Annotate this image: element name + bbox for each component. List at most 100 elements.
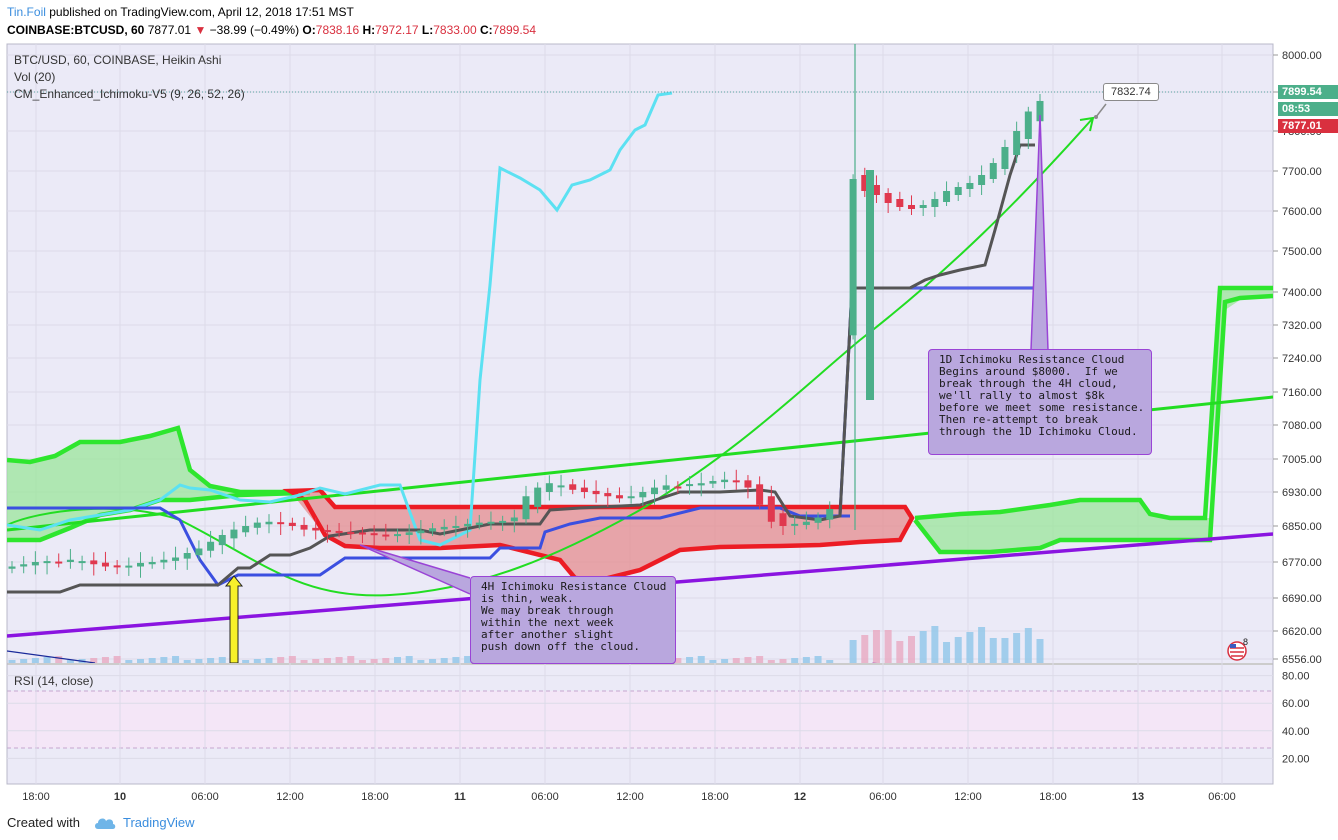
series-legend[interactable]: BTC/USD, 60, COINBASE, Heikin Ashi (14, 53, 222, 67)
candle-body (125, 565, 133, 568)
publish-info: Tin.Foil published on TradingView.com, A… (7, 4, 354, 20)
candle-body (674, 486, 682, 489)
author-link[interactable]: Tin.Foil (7, 5, 46, 19)
volume-bar (265, 658, 273, 663)
green-cloud-left-fill (7, 428, 300, 540)
yellow-arrow-icon (224, 575, 244, 663)
note-4h-cloud[interactable]: 4H Ichimoku Resistance Cloud is thin, we… (470, 576, 676, 664)
volume-bar (896, 641, 904, 663)
volume-bar (1024, 628, 1032, 663)
volume-bar (207, 658, 215, 663)
volume-bar (382, 658, 390, 663)
price-tick-label: 8000.00 (1282, 50, 1322, 62)
volume-bars (8, 626, 1044, 663)
candle-body (137, 562, 144, 567)
candle-body (861, 175, 869, 191)
flag-count: 8 (1243, 637, 1248, 647)
candle-body (814, 517, 822, 523)
kijun-sen (7, 506, 850, 587)
time-tick-label: 06:00 (1208, 791, 1236, 803)
time-tick-label: 13 (1132, 791, 1144, 803)
rsi-band (7, 691, 1273, 748)
candle-body (20, 564, 28, 567)
volume-bar (814, 656, 822, 663)
candle-body (849, 179, 857, 336)
ohlc-bar: COINBASE:BTCUSD, 60 7877.01 ▼ −38.99 (−0… (7, 22, 536, 38)
time-tick-label: 18:00 (701, 791, 729, 803)
volume-bar (464, 656, 472, 663)
candle-body (475, 522, 483, 525)
price-tick-label: 6690.00 (1282, 593, 1322, 605)
candle-body (615, 495, 623, 499)
time-tick-label: 11 (454, 791, 466, 803)
symbol-label: COINBASE:BTCUSD, 60 (7, 23, 145, 37)
volume-bar (802, 657, 810, 663)
candle-body (534, 487, 542, 507)
dark-blue-trendline (7, 650, 96, 663)
price-callout[interactable]: 7832.74 (1103, 83, 1159, 101)
time-tick-label: 18:00 (1039, 791, 1067, 803)
low-value: 7833.00 (433, 23, 477, 37)
high-label: H: (362, 23, 376, 37)
candle-body (300, 524, 308, 530)
price-tick-label: 6556.00 (1282, 654, 1322, 666)
candle-body (440, 526, 448, 530)
candle-body (335, 530, 343, 533)
volume-bar (429, 659, 437, 663)
published-text: published on TradingView.com, April 12, … (49, 5, 354, 19)
candle-body (919, 205, 927, 208)
volume-bar (884, 630, 892, 663)
candle-body (557, 485, 565, 488)
volume-bar (405, 656, 413, 663)
candle-body (172, 557, 180, 561)
candle-body (686, 484, 694, 487)
volume-bar (43, 657, 51, 663)
breakout-candle (866, 170, 874, 400)
volume-bar (744, 657, 752, 663)
candle-body (90, 560, 98, 565)
volume-bar (148, 658, 156, 663)
chart-frame (6, 43, 1274, 785)
green-cloud-right-top (914, 285, 1273, 521)
tradingview-link[interactable]: TradingView (123, 815, 195, 830)
candle-body (347, 532, 355, 535)
note-1d-cloud[interactable]: 1D Ichimoku Resistance Cloud Begins arou… (928, 349, 1152, 455)
volume-bar (697, 656, 705, 663)
volume-bar (66, 660, 74, 663)
volume-bar (31, 658, 39, 663)
price-tick-label: 7400.00 (1282, 287, 1322, 299)
candle-body (697, 483, 705, 486)
volume-bar (347, 656, 355, 663)
volume-bar (55, 656, 63, 663)
price-tick-label: 7500.00 (1282, 246, 1322, 258)
candle-body (382, 534, 390, 537)
time-tick-label: 10 (114, 791, 126, 803)
volume-bar (943, 642, 951, 663)
price-tick-label: 7005.00 (1282, 454, 1322, 466)
volume-bar (861, 635, 869, 663)
volume-bar (779, 659, 787, 663)
candle-body (662, 485, 670, 490)
volume-bar (849, 640, 857, 663)
volume-bar (756, 656, 764, 663)
note-1d-pointer (1030, 114, 1049, 351)
candle-body (43, 561, 51, 564)
volume-legend[interactable]: Vol (20) (14, 70, 56, 84)
time-tick-label: 12:00 (954, 791, 982, 803)
volume-bar (101, 657, 109, 663)
candle-body (872, 185, 880, 195)
ichimoku-legend[interactable]: CM_Enhanced_Ichimoku-V5 (9, 26, 52, 26) (14, 87, 245, 101)
candle-body (522, 496, 530, 520)
candle-body (195, 548, 203, 556)
volume-bar (1013, 633, 1021, 663)
candle-body (826, 509, 834, 520)
volume-bar (919, 631, 927, 663)
time-tick-label: 06:00 (531, 791, 559, 803)
volume-bar (732, 658, 740, 663)
candle-body (394, 534, 401, 537)
candle-body (1001, 147, 1009, 169)
last-price: 7877.01 (147, 23, 192, 37)
candle-body (966, 183, 974, 189)
rsi-legend[interactable]: RSI (14, close) (14, 674, 94, 688)
volume-bar (160, 657, 168, 663)
